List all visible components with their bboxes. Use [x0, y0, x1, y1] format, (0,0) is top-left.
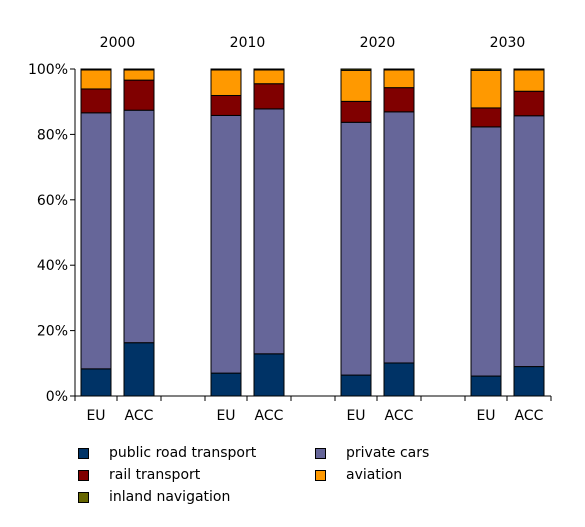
category-label-2030-eu: EU [476, 408, 495, 424]
bar-segment-2000-acc-inland-navigation [123, 68, 155, 71]
bar-segment-2020-eu-public-road-transport [340, 374, 372, 397]
bar-segment-2010-acc-aviation [253, 69, 285, 85]
bar-segment-2010-acc-inland-navigation [253, 68, 285, 71]
bar-segment-2030-acc-private-cars [513, 115, 545, 368]
bar-segment-2000-eu-inland-navigation [80, 68, 112, 71]
bar-segment-2020-eu-private-cars [340, 121, 372, 376]
category-label-2020-acc: ACC [385, 408, 414, 424]
y-tick-label: 0% [46, 389, 68, 405]
x-axis-ticks [74, 396, 552, 401]
bar-segment-2020-acc-aviation [383, 69, 415, 89]
category-labels: EU ACC EU ACC EU ACC EU ACC [86, 408, 543, 424]
bar-segment-2000-eu-private-cars [80, 112, 112, 370]
category-label-2010-eu: EU [216, 408, 235, 424]
y-axis-ticks: 0% 20% 40% 60% 80% 100% [28, 62, 75, 405]
bar-segment-2020-acc-public-road-transport [383, 362, 415, 397]
bar-segment-2000-acc-rail-transport [123, 79, 155, 111]
bar-segment-2030-acc-public-road-transport [513, 366, 545, 397]
bar-segment-2030-eu-public-road-transport [470, 375, 502, 397]
y-tick-label: 40% [37, 258, 68, 274]
bar-segment-2010-eu-private-cars [210, 114, 242, 374]
category-label-2030-acc: ACC [515, 408, 544, 424]
bar-segment-2010-acc-rail-transport [253, 83, 285, 110]
category-label-2010-acc: ACC [255, 408, 284, 424]
axes [74, 69, 551, 397]
bar-segment-2030-eu-private-cars [470, 126, 502, 377]
bar-segment-2020-eu-rail-transport [340, 100, 372, 123]
y-tick-label: 60% [37, 193, 68, 209]
bar-segment-2000-eu-rail-transport [80, 88, 112, 114]
bar-segment-2010-eu-rail-transport [210, 94, 242, 116]
bar-segment-2030-acc-rail-transport [513, 90, 545, 117]
bar-segment-2020-eu-inland-navigation [340, 68, 372, 71]
bar-segment-2000-eu-public-road-transport [80, 368, 112, 397]
bar-segment-2030-eu-inland-navigation [470, 68, 502, 71]
group-label-2010: 2010 [230, 35, 266, 51]
bar-segment-2000-eu-aviation [80, 69, 112, 90]
group-label-2020: 2020 [360, 35, 396, 51]
bar-segment-2020-acc-private-cars [383, 111, 415, 364]
bar-segment-2010-eu-aviation [210, 69, 242, 96]
bars [80, 68, 545, 397]
bar-segment-2030-acc-aviation [513, 69, 545, 92]
bar-segment-2010-acc-private-cars [253, 108, 285, 355]
category-label-2000-eu: EU [86, 408, 105, 424]
group-label-2030: 2030 [490, 35, 526, 51]
bar-segment-2000-acc-private-cars [123, 109, 155, 344]
y-tick-label: 100% [28, 62, 68, 78]
bar-segment-2030-eu-rail-transport [470, 107, 502, 128]
category-label-2020-eu: EU [346, 408, 365, 424]
bar-segment-2000-acc-public-road-transport [123, 342, 155, 397]
bar-segment-2020-acc-inland-navigation [383, 68, 415, 71]
bar-segment-2030-eu-aviation [470, 69, 502, 109]
bar-segment-2000-acc-aviation [123, 69, 155, 81]
bar-segment-2020-acc-rail-transport [383, 87, 415, 113]
bar-segment-2010-eu-public-road-transport [210, 372, 242, 397]
bar-segment-2020-eu-aviation [340, 69, 372, 102]
category-label-2000-acc: ACC [125, 408, 154, 424]
bar-segment-2010-eu-inland-navigation [210, 68, 242, 71]
bar-segment-2030-acc-inland-navigation [513, 68, 545, 71]
bar-segment-2010-acc-public-road-transport [253, 353, 285, 397]
y-tick-label: 20% [37, 324, 68, 340]
y-tick-label: 80% [37, 127, 68, 143]
group-label-2000: 2000 [100, 35, 136, 51]
group-labels: 2000 2010 2020 2030 [100, 35, 526, 51]
